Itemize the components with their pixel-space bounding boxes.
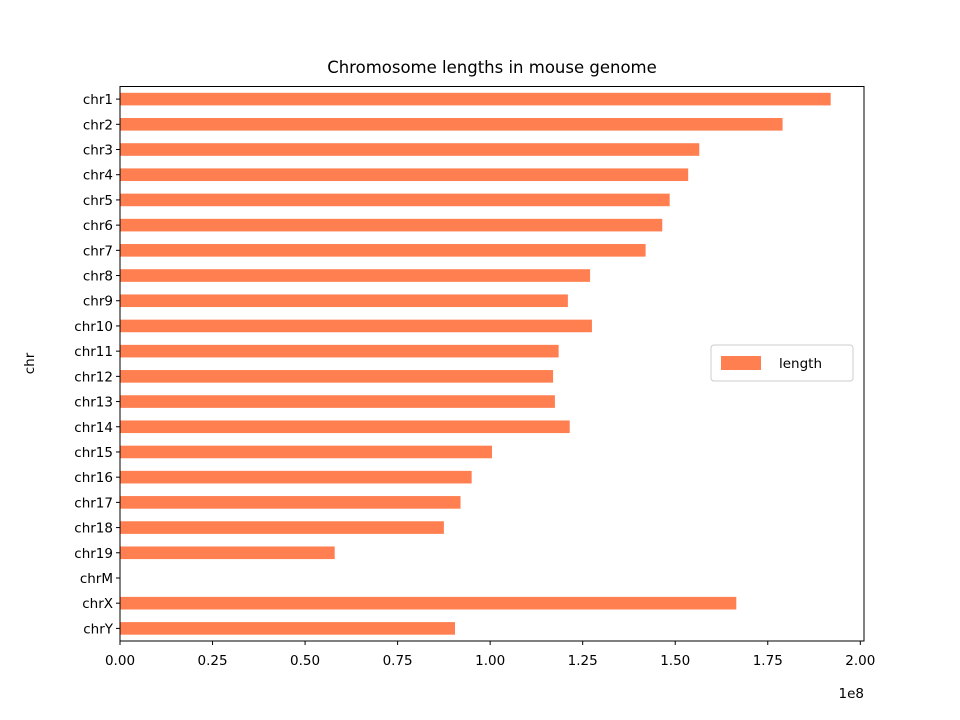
- y-axis-ticks: chr1 chr2 chr3 chr4 chr5 chr6 chr7 chr8 chr9 chr1…: [74, 92, 120, 637]
- legend-label: length: [779, 356, 822, 372]
- y-tick-label: chr2: [83, 117, 113, 133]
- x-tick-label: 1.75: [753, 653, 783, 669]
- y-tick-label: chr9: [83, 294, 113, 310]
- y-tick-label: chr8: [83, 269, 113, 285]
- bar-chr14: [120, 420, 570, 434]
- bars-group: [120, 92, 831, 635]
- bar-chr2: [120, 118, 783, 131]
- bar-chr12: [120, 370, 554, 383]
- y-tick-label: chrX: [82, 596, 113, 612]
- plot-frame: [119, 86, 865, 642]
- x-tick-label: 0.75: [383, 653, 413, 669]
- y-tick-label: chr3: [83, 143, 113, 159]
- y-tick-label: chr5: [83, 193, 113, 209]
- legend: length: [710, 344, 854, 382]
- bar-chr10: [120, 319, 592, 333]
- y-tick-label: chr10: [74, 319, 113, 335]
- y-tick-label: chr6: [83, 218, 113, 234]
- x-axis-ticks: 0.00 0.25 0.50 0.75 1.00 1.25 1.50 1.75 2.00: [105, 641, 875, 669]
- legend-swatch: [721, 356, 761, 370]
- bar-chr11: [120, 344, 559, 358]
- x-tick-label: 1.25: [568, 653, 598, 669]
- chart-title: Chromosome lengths in mouse genome: [327, 58, 657, 77]
- bar-chr16: [120, 470, 472, 484]
- y-tick-label: chr1: [83, 92, 113, 108]
- bar-chrY: [120, 622, 455, 635]
- y-tick-label: chr13: [74, 395, 113, 411]
- bar-chr3: [120, 143, 700, 156]
- y-tick-label: chr7: [83, 243, 113, 259]
- bar-chr5: [120, 193, 670, 207]
- bar-chr9: [120, 294, 568, 308]
- x-tick-label: 1.50: [660, 653, 690, 669]
- bar-chrX: [120, 596, 737, 610]
- y-tick-label: chrM: [80, 571, 113, 587]
- bar-chr8: [120, 269, 591, 282]
- bar-chr6: [120, 218, 663, 232]
- x-tick-label: 0.25: [198, 653, 228, 669]
- y-tick-label: chr11: [74, 344, 113, 360]
- bar-chr17: [120, 496, 461, 509]
- bar-chr13: [120, 395, 555, 408]
- x-tick-label: 0.00: [105, 653, 135, 669]
- y-tick-label: chrY: [83, 621, 114, 637]
- x-axis-offset-label: 1e8: [839, 686, 864, 702]
- y-tick-label: chr16: [74, 470, 113, 486]
- bar-chr4: [120, 168, 689, 182]
- y-tick-label: chr18: [74, 521, 113, 537]
- y-tick-label: chr14: [74, 420, 113, 436]
- y-tick-label: chr19: [74, 546, 113, 562]
- y-tick-label: chr15: [74, 445, 113, 461]
- y-tick-label: chr12: [74, 369, 113, 385]
- y-tick-label: chr17: [74, 495, 113, 511]
- x-tick-label: 2.00: [845, 653, 875, 669]
- bar-chr7: [120, 244, 646, 257]
- x-tick-label: 1.00: [475, 653, 505, 669]
- legend-frame: [710, 344, 854, 382]
- y-axis-label: chr: [22, 352, 38, 374]
- bar-chr1: [120, 92, 831, 106]
- bar-chr18: [120, 521, 444, 534]
- x-tick-label: 0.50: [290, 653, 320, 669]
- bar-chr19: [120, 546, 335, 560]
- y-tick-label: chr4: [83, 168, 113, 184]
- bar-chr15: [120, 445, 492, 459]
